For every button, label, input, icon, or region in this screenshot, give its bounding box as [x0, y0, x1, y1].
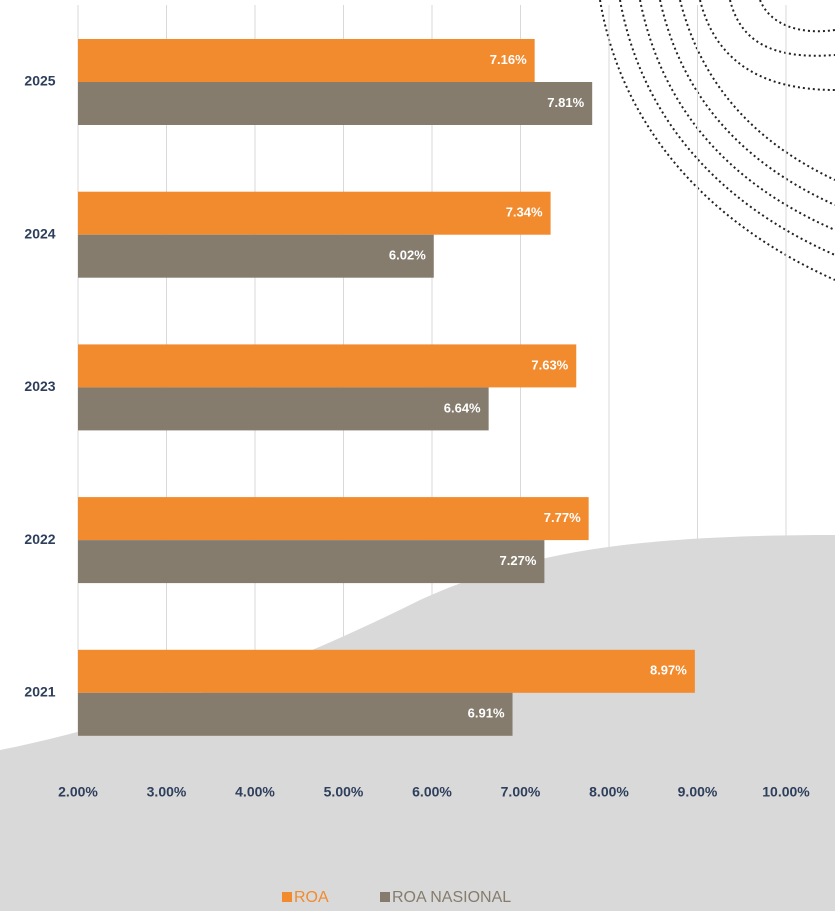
y-tick-label: 2024	[24, 225, 55, 241]
bar	[78, 344, 577, 388]
x-tick-label: 7.00%	[501, 784, 541, 800]
x-tick-label: 5.00%	[324, 784, 364, 800]
bar	[78, 39, 535, 82]
value-label: 7.63%	[531, 357, 568, 372]
bar	[78, 692, 513, 736]
value-label: 6.64%	[444, 400, 481, 415]
y-tick-label: 2022	[24, 531, 55, 547]
y-tick-label: 2021	[24, 684, 55, 700]
bar	[78, 234, 434, 278]
bars	[78, 39, 695, 736]
x-tick-label: 6.00%	[412, 784, 452, 800]
value-label: 7.34%	[506, 205, 543, 220]
value-label: 6.02%	[389, 248, 426, 263]
x-tick-label: 2.00%	[58, 784, 98, 800]
value-label: 7.16%	[490, 52, 527, 67]
x-tick-label: 8.00%	[589, 784, 629, 800]
bar	[78, 649, 695, 693]
x-tick-label: 10.00%	[762, 784, 810, 800]
legend-label: ROA	[294, 889, 329, 906]
value-label: 6.91%	[468, 706, 505, 721]
bar	[78, 387, 489, 431]
x-tick-label: 4.00%	[235, 784, 275, 800]
value-label: 7.27%	[500, 553, 537, 568]
bar	[78, 540, 545, 584]
bar	[78, 82, 593, 125]
x-tick-label: 3.00%	[147, 784, 187, 800]
x-tick-label: 9.00%	[678, 784, 718, 800]
y-tick-label: 2025	[24, 73, 55, 89]
legend-label: ROA NASIONAL	[392, 889, 511, 906]
value-label: 8.97%	[650, 663, 687, 678]
value-label: 7.81%	[547, 95, 584, 110]
legend-marker	[282, 892, 292, 902]
y-tick-label: 2023	[24, 378, 55, 394]
legend-marker	[380, 892, 390, 902]
bar	[78, 497, 589, 541]
value-label: 7.77%	[544, 510, 581, 525]
bar	[78, 191, 551, 235]
